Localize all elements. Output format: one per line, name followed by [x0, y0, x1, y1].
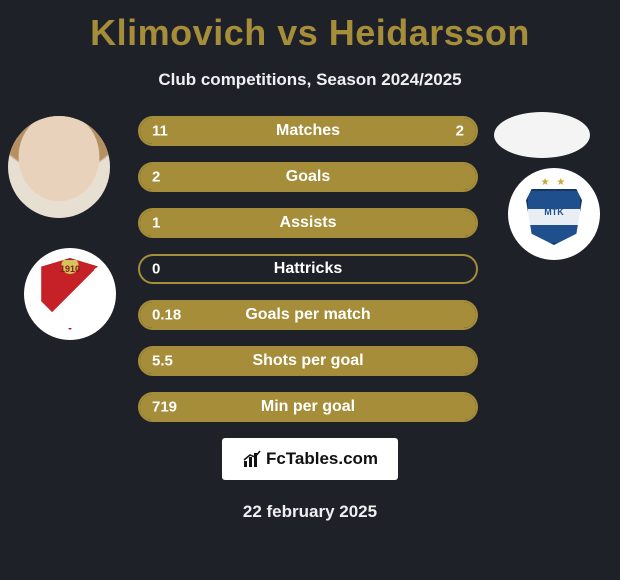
stat-bar-row: 5.5 Shots per goal — [138, 346, 478, 376]
brand-label: FcTables.com — [266, 449, 378, 469]
comparison-panel: ★ ★ 11 2 Matches 2 Goals 1 Assists 0 Hattricks 0.… — [0, 116, 620, 422]
chart-icon — [242, 449, 262, 469]
bar-left-value: 5.5 — [152, 353, 173, 370]
player-right-photo — [494, 112, 590, 158]
bar-label: Shots per goal — [252, 352, 363, 370]
bar-right-value: 2 — [456, 123, 464, 140]
bar-label: Matches — [276, 122, 340, 140]
dvtk-crest-icon — [38, 258, 102, 330]
stat-bar-row: 0.18 Goals per match — [138, 300, 478, 330]
stat-bars: 11 2 Matches 2 Goals 1 Assists 0 Hattricks 0.18 Go… — [138, 116, 478, 422]
stat-bar-row: 719 Min per goal — [138, 392, 478, 422]
stars-icon: ★ ★ — [541, 177, 568, 188]
bar-label: Goals per match — [245, 306, 370, 324]
stat-bar-row: 1 Assists — [138, 208, 478, 238]
bar-left-value: 11 — [152, 123, 168, 140]
mtk-shield-icon — [526, 189, 582, 245]
stat-bar-row: 2 Goals — [138, 162, 478, 192]
bar-left-value: 719 — [152, 399, 177, 416]
mtk-crest-icon: ★ ★ — [519, 179, 589, 249]
subtitle: Club competitions, Season 2024/2025 — [0, 70, 620, 90]
stat-bar-row: 0 Hattricks — [138, 254, 478, 284]
date-line: 22 february 2025 — [0, 502, 620, 522]
stat-bar-row: 11 2 Matches — [138, 116, 478, 146]
bar-left-value: 0.18 — [152, 307, 181, 324]
bar-label: Min per goal — [261, 398, 355, 416]
bar-left-value: 2 — [152, 169, 160, 186]
bar-label: Hattricks — [274, 260, 342, 278]
brand-logo: FcTables.com — [222, 438, 398, 480]
bar-fill-left — [140, 118, 409, 144]
club-badge-right: ★ ★ — [508, 168, 600, 260]
bar-label: Goals — [286, 168, 330, 186]
bar-label: Assists — [280, 214, 337, 232]
bar-left-value: 0 — [152, 261, 160, 278]
page-title: Klimovich vs Heidarsson — [0, 0, 620, 54]
bar-left-value: 1 — [152, 215, 160, 232]
bar-fill-right — [409, 118, 476, 144]
avatar-face-icon — [8, 116, 110, 218]
player-left-photo — [8, 116, 110, 218]
club-badge-left — [24, 248, 116, 340]
